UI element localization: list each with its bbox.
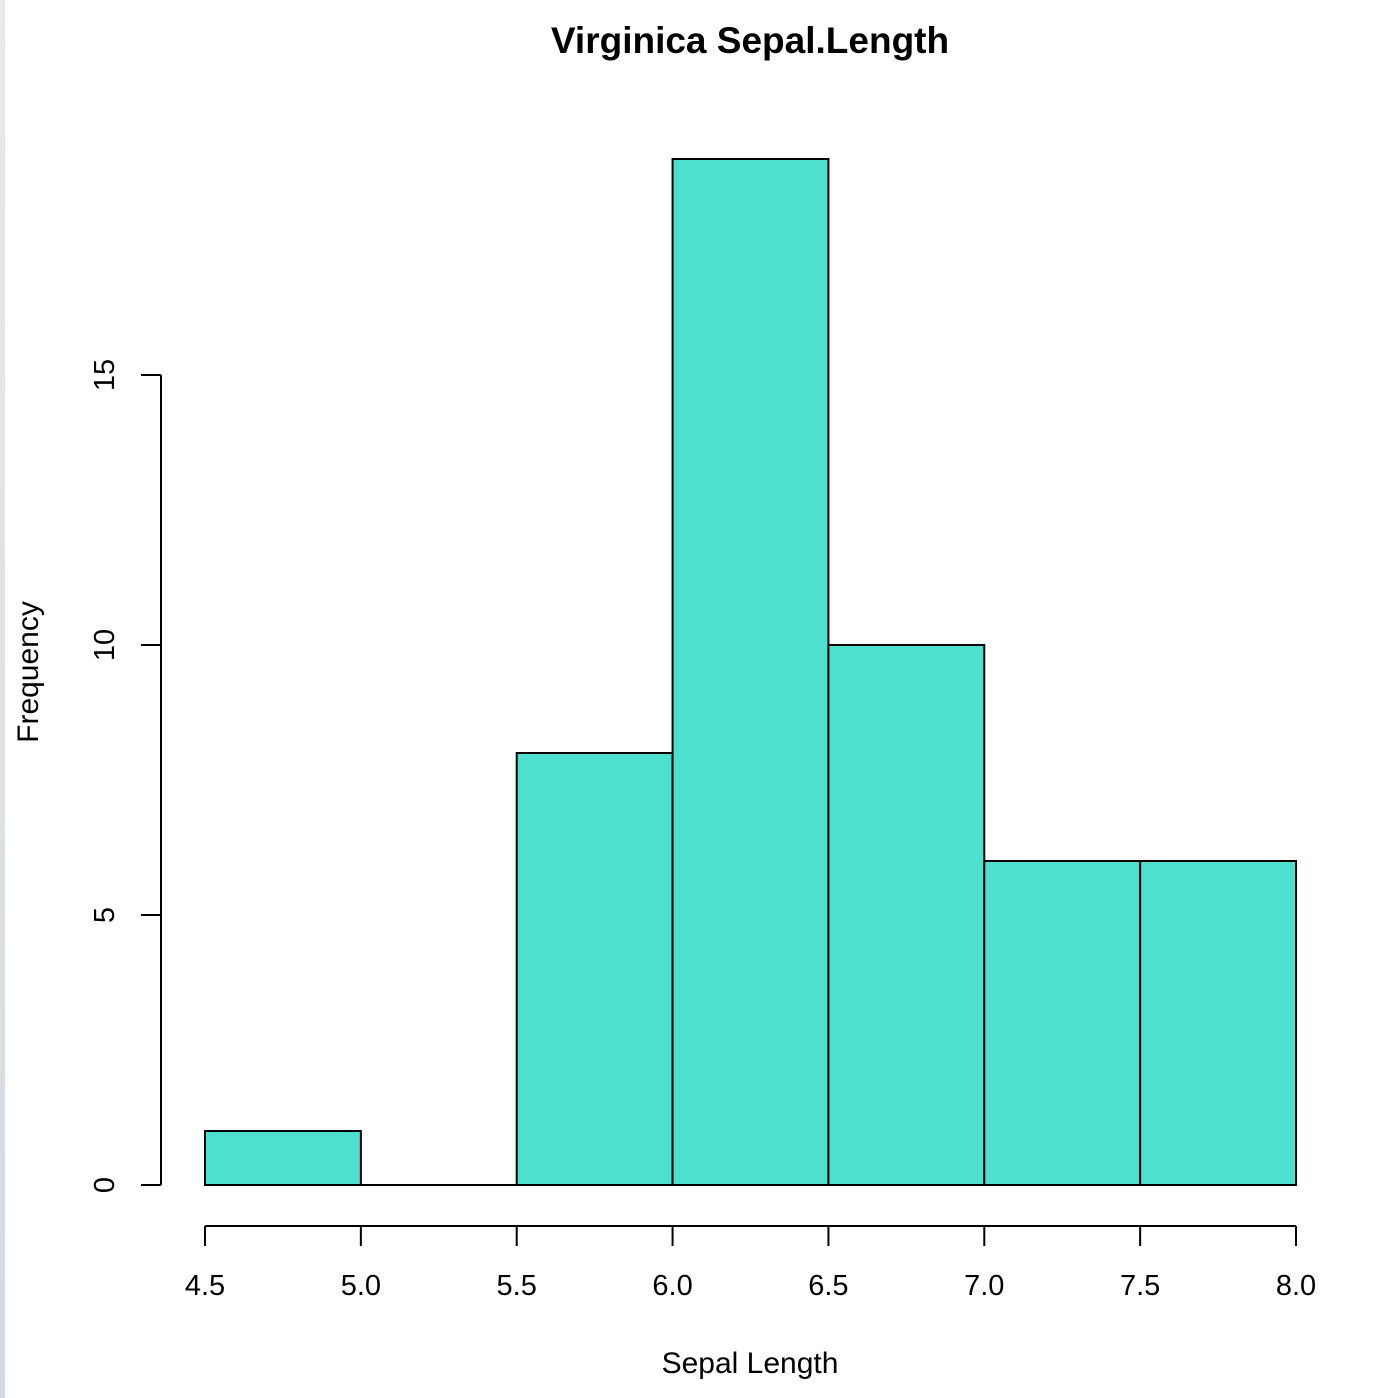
bar-0 — [204, 1130, 362, 1186]
y-axis: 0 5 10 15 — [89, 359, 162, 1193]
x-tick-label: 4.5 — [185, 1270, 225, 1302]
x-tick-label: 8.0 — [1276, 1270, 1316, 1302]
y-tick-label: 10 — [89, 629, 121, 661]
chart-title: Virginica Sepal.Length — [551, 20, 949, 61]
bar-5 — [983, 860, 1142, 1186]
x-axis-label: Sepal Length — [662, 1347, 839, 1380]
y-tick-label: 0 — [89, 1177, 121, 1193]
y-tick-label: 5 — [89, 907, 121, 923]
bar-3 — [671, 158, 830, 1186]
bars-group — [204, 158, 1297, 1186]
x-tick-label: 6.5 — [808, 1270, 848, 1302]
window-edge — [0, 0, 5, 1398]
x-tick-label: 5.5 — [497, 1270, 537, 1302]
x-tick-label: 7.5 — [1120, 1270, 1160, 1302]
x-tick-label: 6.0 — [652, 1270, 692, 1302]
y-axis-label: Frequency — [12, 601, 45, 743]
x-tick-label: 5.0 — [341, 1270, 381, 1302]
bar-4 — [827, 644, 986, 1186]
y-tick-label: 15 — [89, 359, 121, 391]
bar-2 — [515, 752, 674, 1186]
x-axis: 4.5 5.0 5.5 6.0 6.5 7.0 7.5 8.0 — [185, 1225, 1316, 1302]
x-tick-label: 7.0 — [964, 1270, 1004, 1302]
bar-6 — [1139, 860, 1297, 1186]
